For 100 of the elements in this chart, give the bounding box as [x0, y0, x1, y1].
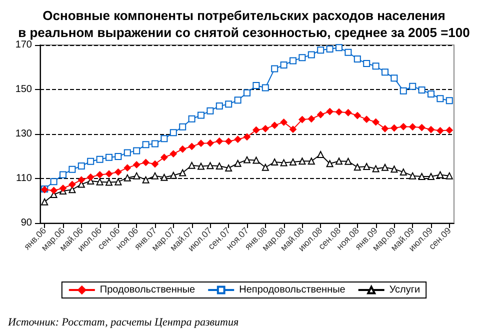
point: [78, 176, 85, 184]
point: [262, 125, 269, 132]
point: [106, 170, 112, 178]
point: [436, 127, 444, 134]
point: [160, 174, 168, 181]
point: [446, 126, 453, 134]
point: [298, 54, 306, 62]
point: [326, 46, 334, 53]
point: [60, 171, 66, 178]
point: [436, 171, 444, 178]
point: [262, 164, 269, 171]
legend-label: Непродовольственные: [239, 284, 346, 296]
point: [216, 162, 223, 170]
point: [124, 174, 131, 182]
point: [428, 90, 434, 98]
point: [188, 115, 196, 122]
point: [252, 126, 260, 134]
point: [336, 108, 342, 116]
point: [308, 115, 315, 122]
point: [216, 138, 223, 145]
point: [152, 172, 158, 180]
point: [152, 160, 158, 168]
point: [344, 109, 352, 116]
point: [363, 116, 370, 123]
point: [216, 102, 223, 110]
point: [170, 150, 177, 158]
point: [133, 147, 140, 154]
point: [124, 164, 131, 172]
point: [400, 87, 407, 94]
point: [290, 158, 296, 166]
point: [87, 174, 94, 181]
point: [308, 158, 315, 165]
point: [142, 176, 150, 184]
point: [160, 135, 168, 142]
point: [198, 140, 204, 147]
point: [317, 150, 324, 158]
point: [87, 158, 94, 165]
point: [271, 65, 278, 72]
y-tick-label: 90: [20, 218, 32, 228]
point: [418, 172, 426, 180]
legend-label: Услуги: [389, 284, 420, 296]
point: [234, 160, 242, 167]
point: [354, 56, 361, 63]
point: [271, 158, 278, 166]
point: [298, 158, 306, 165]
y-tick-label: 110: [16, 173, 32, 184]
point: [152, 140, 158, 148]
point: [114, 152, 122, 160]
point: [436, 95, 444, 102]
point: [50, 178, 58, 186]
point: [409, 82, 416, 90]
point: [280, 62, 288, 69]
point: [225, 164, 232, 172]
point: [418, 86, 426, 94]
point: [298, 116, 306, 124]
point: [252, 156, 260, 164]
point: [114, 178, 122, 186]
y-tick-label: 150: [15, 84, 32, 95]
point: [280, 159, 288, 166]
point: [96, 156, 104, 163]
point: [372, 165, 380, 172]
point: [372, 62, 380, 70]
point: [409, 123, 416, 130]
y-tick-label: 130: [15, 128, 32, 140]
point: [372, 118, 380, 126]
point: [354, 112, 361, 120]
point: [262, 84, 269, 92]
point: [326, 160, 334, 168]
y-tick-label: 170: [15, 40, 32, 50]
point: [252, 82, 260, 89]
point: [382, 68, 388, 76]
point: [78, 162, 85, 170]
chart-title: Основные компоненты потребительских расходов населения в реальном выражении со снятой сезонностью, среднее за 2005 =100: [18, 8, 470, 40]
point: [428, 172, 434, 180]
point: [179, 169, 186, 176]
point: [225, 138, 232, 145]
point: [317, 111, 324, 118]
point: [280, 118, 288, 126]
point: [124, 149, 131, 156]
point: [344, 48, 352, 56]
point: [198, 162, 204, 170]
point: [96, 178, 104, 186]
point: [308, 51, 315, 58]
point: [188, 162, 196, 169]
point: [96, 171, 104, 178]
point: [244, 89, 250, 96]
point: [142, 141, 150, 148]
point: [225, 100, 232, 108]
point: [271, 122, 278, 129]
point: [317, 46, 324, 54]
point: [290, 126, 296, 133]
point: [114, 168, 122, 176]
point: [363, 162, 370, 170]
point: [142, 158, 150, 166]
point: [206, 107, 214, 114]
point: [234, 96, 242, 104]
point: [179, 146, 186, 153]
point: [106, 154, 112, 161]
point: [198, 112, 204, 119]
point: [390, 74, 398, 82]
